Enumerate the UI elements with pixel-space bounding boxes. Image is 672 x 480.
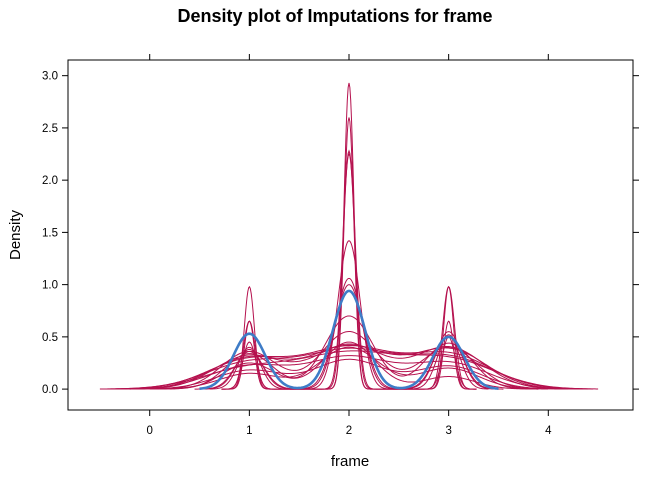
y-tick-label: 0.5 [42, 332, 58, 344]
y-tick-label: 2.0 [42, 175, 58, 187]
y-tick-label: 0.0 [42, 384, 58, 396]
y-tick-label: 3.0 [42, 71, 58, 83]
y-tick-label: 1.0 [42, 280, 58, 292]
imputed-density-line [99, 350, 599, 390]
y-tick-label: 2.5 [42, 123, 58, 135]
imputed-density-line [221, 152, 477, 390]
imputed-density-line [209, 240, 489, 390]
axis-ticks: 0 1 2 3 4 0.0 0.5 1.0 1.5 2.0 2.5 3.0 [42, 54, 639, 437]
x-tick-label: 0 [147, 425, 153, 437]
imputed-density-line [221, 117, 477, 390]
x-axis-label: frame [331, 453, 369, 470]
observed-density-line [199, 289, 499, 391]
x-tick-label: 2 [346, 425, 352, 437]
y-tick-label: 1.5 [42, 227, 58, 239]
density-curves [99, 82, 599, 391]
x-tick-label: 1 [246, 425, 252, 437]
chart-title: Density plot of Imputations for frame [177, 6, 492, 26]
imputed-density-line [129, 358, 569, 390]
imputed-density-line [114, 355, 584, 390]
imputed-density-line [199, 277, 499, 390]
plot-panel [67, 59, 634, 411]
x-tick-label: 3 [445, 425, 451, 437]
imputed-density-line [149, 346, 549, 390]
y-axis-label: Density [7, 209, 24, 260]
x-tick-label: 4 [545, 425, 552, 437]
